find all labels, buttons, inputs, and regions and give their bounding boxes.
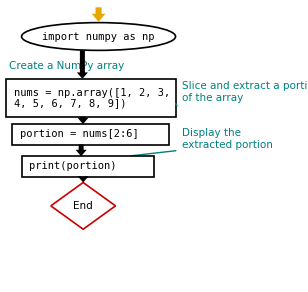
FancyBboxPatch shape xyxy=(6,79,176,117)
Text: nums = np.array([1, 2, 3,: nums = np.array([1, 2, 3, xyxy=(14,88,170,98)
Text: Display the
extracted portion: Display the extracted portion xyxy=(182,128,273,150)
Polygon shape xyxy=(76,145,87,156)
Text: 4, 5, 6, 7, 8, 9]): 4, 5, 6, 7, 8, 9]) xyxy=(14,98,126,108)
FancyBboxPatch shape xyxy=(12,124,169,145)
Polygon shape xyxy=(78,176,89,182)
Text: import numpy as np: import numpy as np xyxy=(42,32,155,41)
Polygon shape xyxy=(77,51,88,79)
Polygon shape xyxy=(92,7,105,22)
Text: Create a NumPy array: Create a NumPy array xyxy=(9,61,124,71)
Polygon shape xyxy=(78,117,89,124)
Polygon shape xyxy=(51,182,116,229)
Ellipse shape xyxy=(22,23,176,51)
Text: print(portion): print(portion) xyxy=(29,161,117,171)
Text: Slice and extract a portion
of the array: Slice and extract a portion of the array xyxy=(182,81,308,103)
Text: portion = nums[2:6]: portion = nums[2:6] xyxy=(20,129,139,139)
FancyBboxPatch shape xyxy=(22,156,154,177)
Text: End: End xyxy=(73,201,93,211)
